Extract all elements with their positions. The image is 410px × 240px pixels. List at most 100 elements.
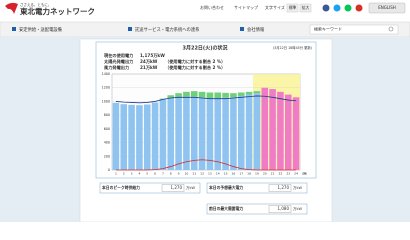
x-tick-label: 2 <box>123 172 125 176</box>
x-tick-label: 15 <box>224 172 228 176</box>
bar <box>128 104 135 170</box>
y-tick-label: 1400 <box>102 72 110 76</box>
info-value: 21万kW <box>140 64 158 71</box>
top-link[interactable]: お問い合わせ <box>200 4 224 10</box>
logo-text[interactable]: 東北電力ネットワーク <box>20 6 95 16</box>
summary-value: 1,270 <box>278 185 290 190</box>
x-tick-label: 12 <box>200 172 204 176</box>
info-lines: 現在の使用電力 1,175万kW 太陽光発電出力 24万kW （使用電力に対する割合 2… <box>104 52 225 71</box>
summary-box <box>99 182 201 194</box>
font-button-label: 標準 <box>289 5 297 10</box>
bar <box>230 97 237 170</box>
summary: 本日のピーク時供給力 1,270 万kW 本日の予想最大電力 1,270 万kW前日の最大… <box>99 182 308 215</box>
font-button[interactable] <box>299 3 312 13</box>
search-icon[interactable] <box>388 26 394 32</box>
bar <box>175 93 182 98</box>
info-note: （使用電力に対する割合 2 %） <box>165 64 225 71</box>
x-tick-label: 5 <box>146 172 148 176</box>
bar <box>136 105 143 170</box>
english-label: ENGLISH <box>378 5 396 10</box>
bar <box>167 98 175 170</box>
summary-label: 本日のピーク時供給力 <box>101 185 140 190</box>
x-tick-label: 13 <box>208 172 212 176</box>
screen: ささえる。ともに。 東北電力ネットワーク お問い合わせ サイトマップ 文字サイズ… <box>0 0 410 222</box>
nav-item[interactable]: 安定供給・送配電設備 <box>19 26 63 33</box>
y-tick-label: 800 <box>104 113 110 117</box>
bar <box>277 91 284 170</box>
x-tick-label: 19 <box>255 172 259 176</box>
bar <box>214 98 222 170</box>
y-tick-label: 600 <box>104 127 110 131</box>
bar <box>214 92 222 98</box>
line <box>115 95 297 104</box>
x-tick-label: 14 <box>216 172 220 176</box>
summary-unit: 万kW <box>293 207 303 211</box>
bar <box>198 91 206 98</box>
info-note: （使用電力に対する割合 2 %） <box>165 58 225 65</box>
social-icon[interactable] <box>322 4 330 12</box>
font-size-label: 文字サイズ <box>265 4 285 10</box>
search-placeholder: 検索キーワード <box>314 26 342 32</box>
x-tick-label: 18 <box>247 172 251 176</box>
line <box>115 159 297 171</box>
social-icon[interactable] <box>344 4 352 12</box>
summary-value: 1,270 <box>171 185 183 190</box>
summary-unit: 万kW <box>186 186 196 190</box>
bar <box>120 104 128 170</box>
logo-mark <box>5 2 18 14</box>
bar <box>198 97 206 170</box>
bar <box>269 89 276 170</box>
forecast-shade <box>253 74 300 170</box>
bar <box>284 94 292 170</box>
info-value: 24万kW <box>140 58 158 65</box>
x-tick-label: 10 <box>185 172 189 176</box>
bar <box>253 93 261 170</box>
summary-label: 本日の予想最大電力 <box>208 185 243 190</box>
nav-icon <box>240 27 244 31</box>
bar <box>183 91 190 97</box>
bar <box>253 91 261 94</box>
top-link[interactable]: サイトマップ <box>234 4 258 10</box>
font-button-label: 拡大 <box>302 5 310 10</box>
summary-value-box <box>268 184 292 192</box>
summary-label: 前日の最大需要電力 <box>209 206 243 211</box>
tagline: ささえる。ともに。 <box>20 2 51 7</box>
bar <box>112 102 120 170</box>
x-tick-label: 21 <box>271 172 275 176</box>
bar <box>190 96 198 170</box>
bar <box>183 96 190 170</box>
bar <box>222 97 229 170</box>
bar <box>206 92 214 98</box>
summary-box <box>206 182 308 194</box>
x-tick-label: 7 <box>162 172 164 176</box>
font-button[interactable] <box>286 3 299 13</box>
bar <box>206 98 214 170</box>
english-button[interactable] <box>368 2 406 14</box>
bar <box>237 95 245 170</box>
bar <box>151 102 159 170</box>
x-tick-label: 23 <box>286 172 290 176</box>
social-icon[interactable] <box>333 4 341 12</box>
y-tick-label: 400 <box>104 141 110 145</box>
bar <box>143 104 151 170</box>
x-tick-label: 24 <box>294 172 298 176</box>
nav-item[interactable]: 託送サービス・電力系統への連系 <box>135 26 200 33</box>
search-box[interactable] <box>309 24 399 35</box>
summary-unit: 万kW <box>293 186 303 190</box>
info-label: 現在の使用電力 <box>104 52 133 59</box>
nav-item[interactable]: 会社情報 <box>247 26 265 33</box>
bar <box>292 97 300 170</box>
x-tick-label: 4 <box>138 172 140 176</box>
bar <box>230 93 237 98</box>
nav-icon <box>12 27 16 31</box>
bar <box>237 92 245 96</box>
y-tick-label: 0 <box>108 168 110 172</box>
bar <box>261 87 269 170</box>
bar <box>159 99 167 170</box>
bar <box>175 97 182 170</box>
y-tick-label: 200 <box>104 154 110 158</box>
social-icon[interactable] <box>355 4 363 12</box>
x-unit: (時) <box>302 171 307 176</box>
x-tick-label: 6 <box>154 172 156 176</box>
